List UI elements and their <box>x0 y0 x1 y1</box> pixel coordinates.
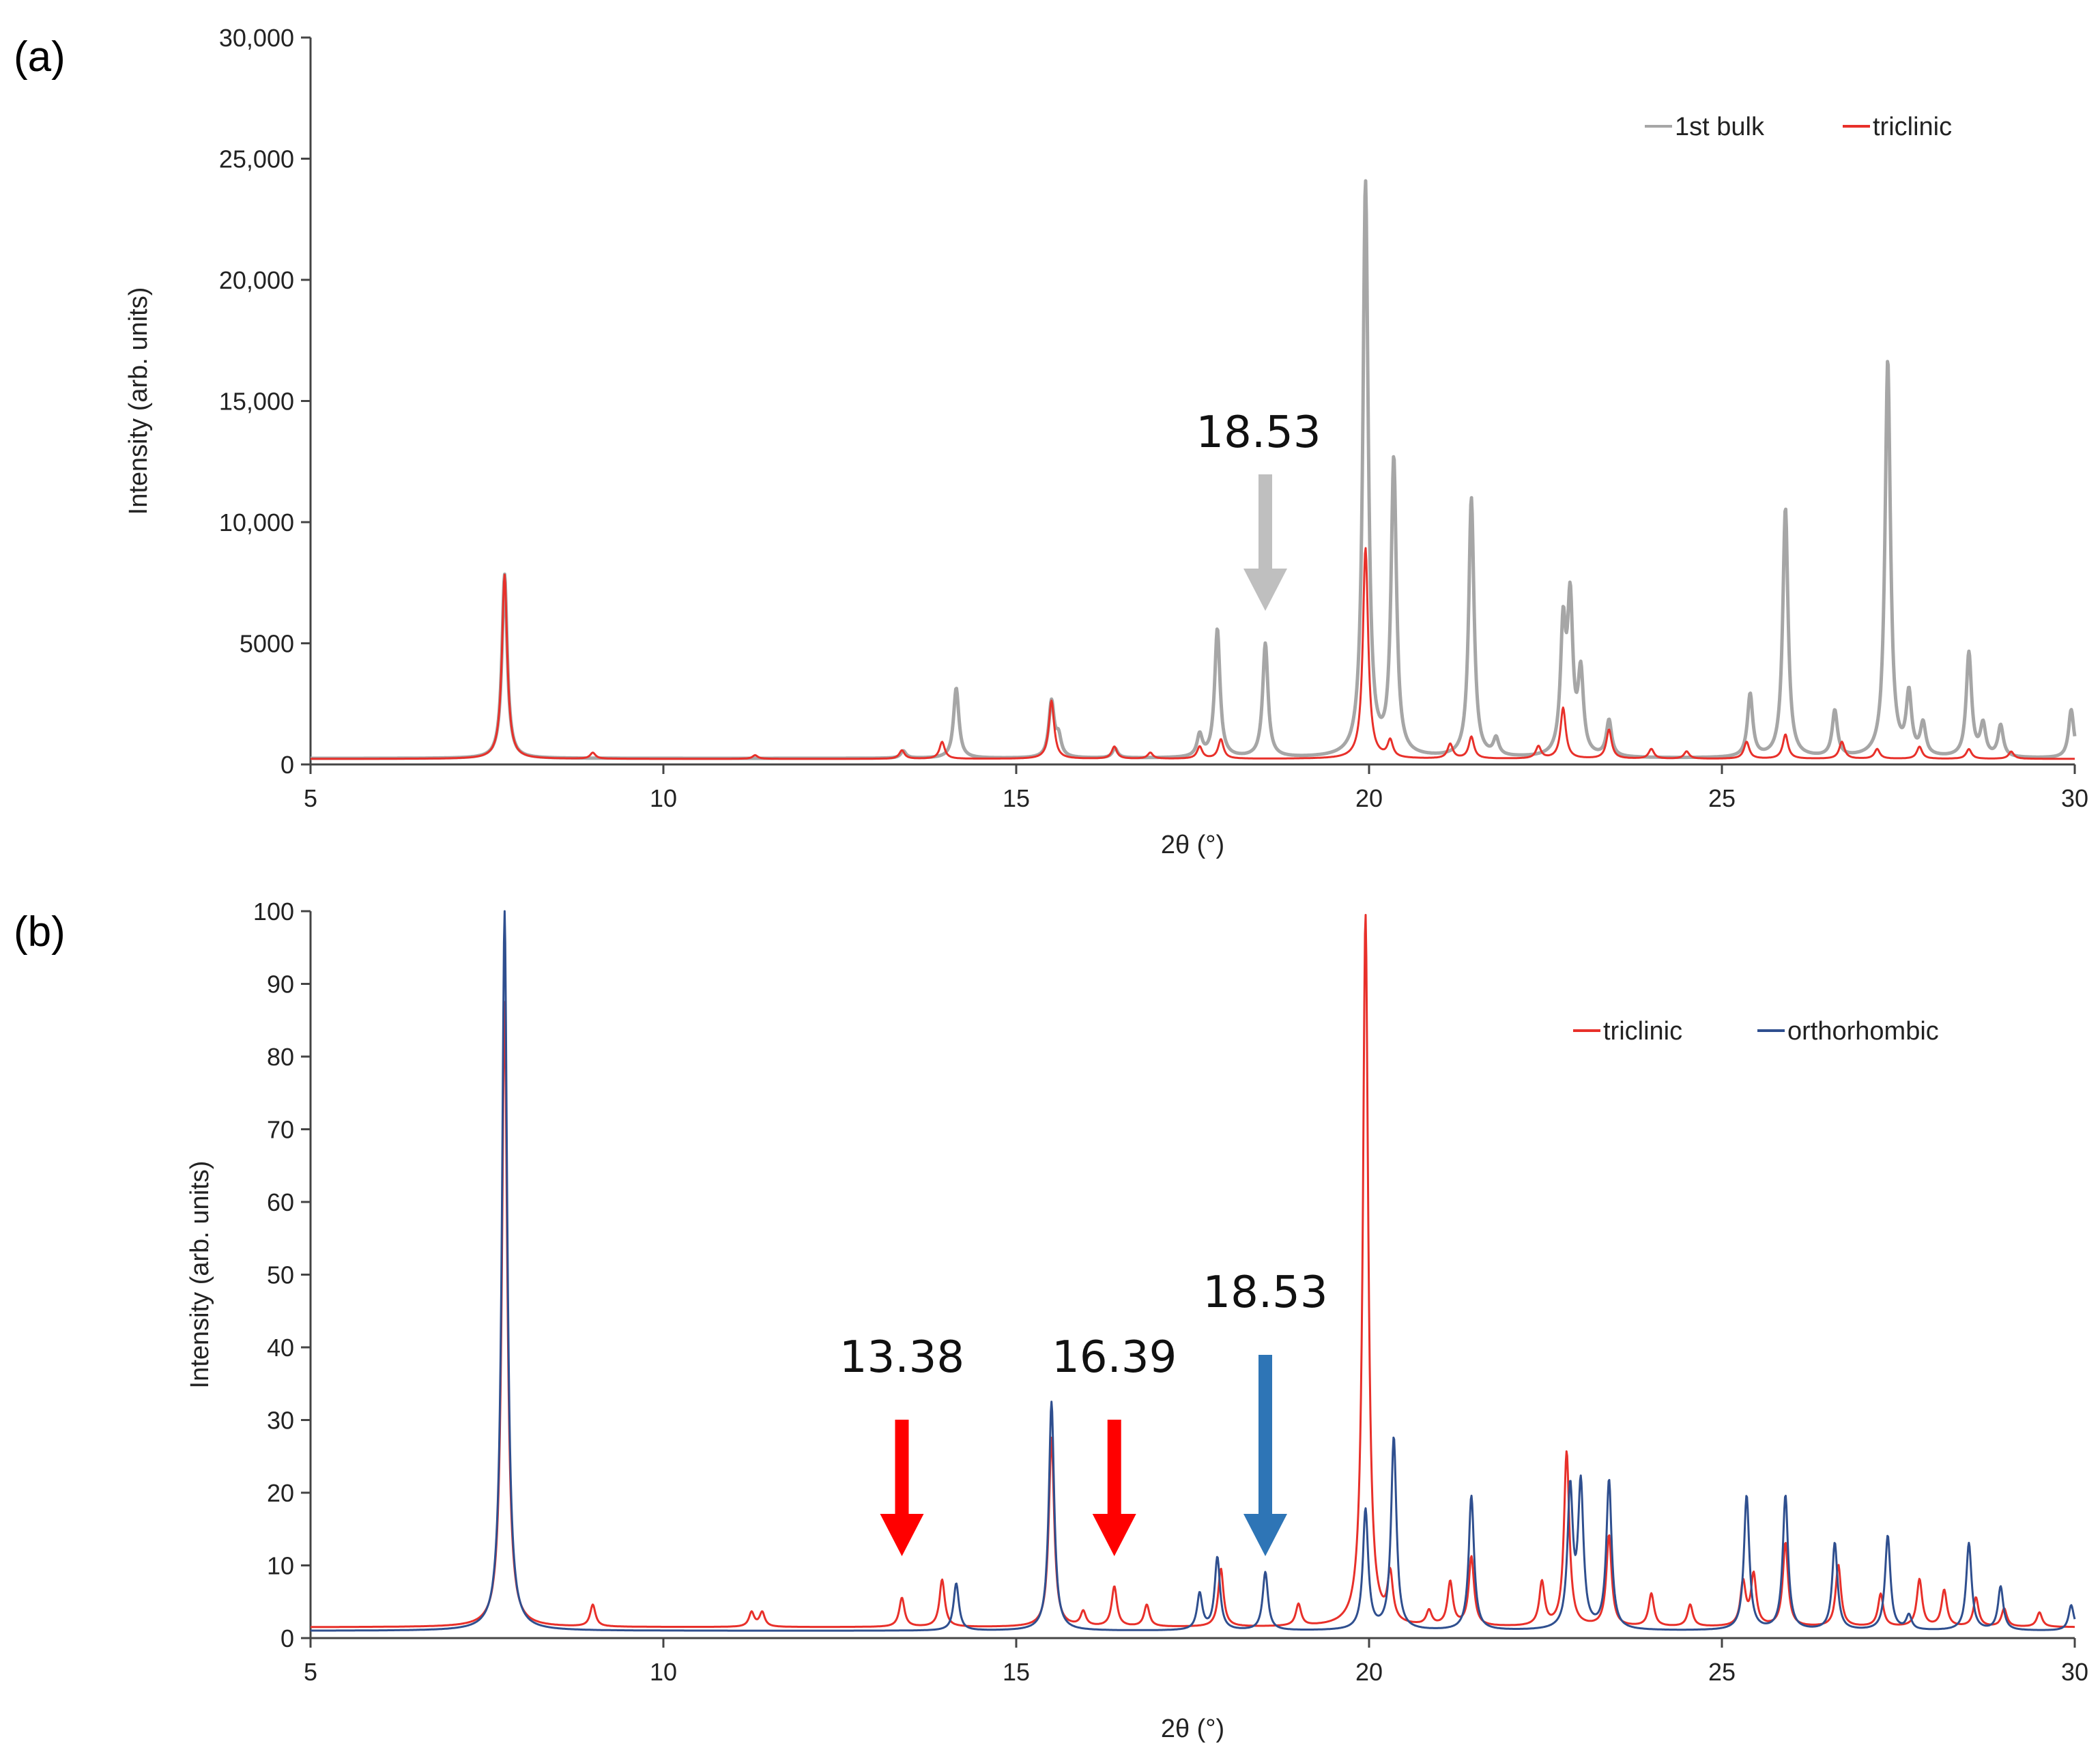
legend-label: orthorhombic <box>1787 1017 1939 1046</box>
x-axis-title: 2θ (°) <box>1161 831 1224 859</box>
series-line-orthorhombic <box>310 910 2076 1632</box>
y-tick-label: 0 <box>281 1624 294 1652</box>
y-tick-label: 20,000 <box>219 266 294 294</box>
legend-label: 1st bulk <box>1675 113 1765 141</box>
y-tick-label: 15,000 <box>219 388 294 416</box>
y-tick-label: 80 <box>267 1043 294 1071</box>
y-tick-label: 50 <box>267 1261 294 1289</box>
y-tick-label: 30 <box>267 1407 294 1435</box>
legend-label: triclinic <box>1603 1017 1682 1046</box>
x-tick-label: 5 <box>304 784 317 812</box>
x-axis-title: 2θ (°) <box>1161 1715 1224 1743</box>
y-tick-label: 90 <box>267 971 294 999</box>
x-tick-label: 10 <box>650 1658 677 1686</box>
x-tick-label: 20 <box>1355 1658 1383 1686</box>
annotation-label: 13.38 <box>839 1332 964 1383</box>
annotation-arrow <box>1243 1355 1288 1556</box>
y-axis-title: Intensity (arb. units) <box>124 287 153 515</box>
annotation-label: 18.53 <box>1196 407 1321 458</box>
annotation-arrow <box>1243 474 1288 611</box>
y-tick-label: 70 <box>267 1116 294 1144</box>
panel-b-chart: 0 10 20 30 40 50 60 70 80 90 100 5 10 15 20 25 30 2θ (°) I… <box>186 898 2088 1743</box>
x-tick-label: 20 <box>1355 784 1383 812</box>
panel-a-label: (a) <box>14 33 66 81</box>
y-tick-label: 10,000 <box>219 508 294 536</box>
y-tick-label: 30,000 <box>219 24 294 52</box>
series-line-triclinic <box>310 914 2075 1629</box>
x-tick-label: 10 <box>650 784 677 812</box>
y-tick-label: 40 <box>267 1334 294 1362</box>
annotation-label: 18.53 <box>1203 1267 1327 1318</box>
y-tick-label: 0 <box>281 751 294 779</box>
y-axis-title: Intensity (arb. units) <box>186 1161 214 1389</box>
y-tick-label: 10 <box>267 1552 294 1580</box>
x-tick-label: 15 <box>1003 1658 1030 1686</box>
x-tick-label: 15 <box>1003 784 1030 812</box>
y-tick-label: 25,000 <box>219 145 294 173</box>
annotation-arrow <box>1092 1420 1136 1556</box>
series-line-1st-bulk <box>309 179 2077 760</box>
annotation-label: 16.39 <box>1052 1332 1177 1383</box>
x-tick-label: 5 <box>304 1658 317 1686</box>
legend-label: triclinic <box>1873 113 1952 141</box>
x-tick-label: 30 <box>2061 1658 2088 1686</box>
y-tick-label: 60 <box>267 1188 294 1216</box>
y-tick-label: 100 <box>253 898 294 926</box>
panel-b-label: (b) <box>14 908 66 956</box>
panel-a-chart: 0 5000 10,000 15,000 20,000 25,000 30,000 5 10 15… <box>124 24 2088 859</box>
x-tick-label: 30 <box>2061 784 2088 812</box>
series-line-triclinic <box>310 547 2075 760</box>
annotation-arrow <box>880 1420 924 1556</box>
y-tick-label: 5000 <box>240 630 294 658</box>
y-tick-label: 20 <box>267 1479 294 1507</box>
x-tick-label: 25 <box>1708 1658 1736 1686</box>
x-tick-label: 25 <box>1708 784 1736 812</box>
